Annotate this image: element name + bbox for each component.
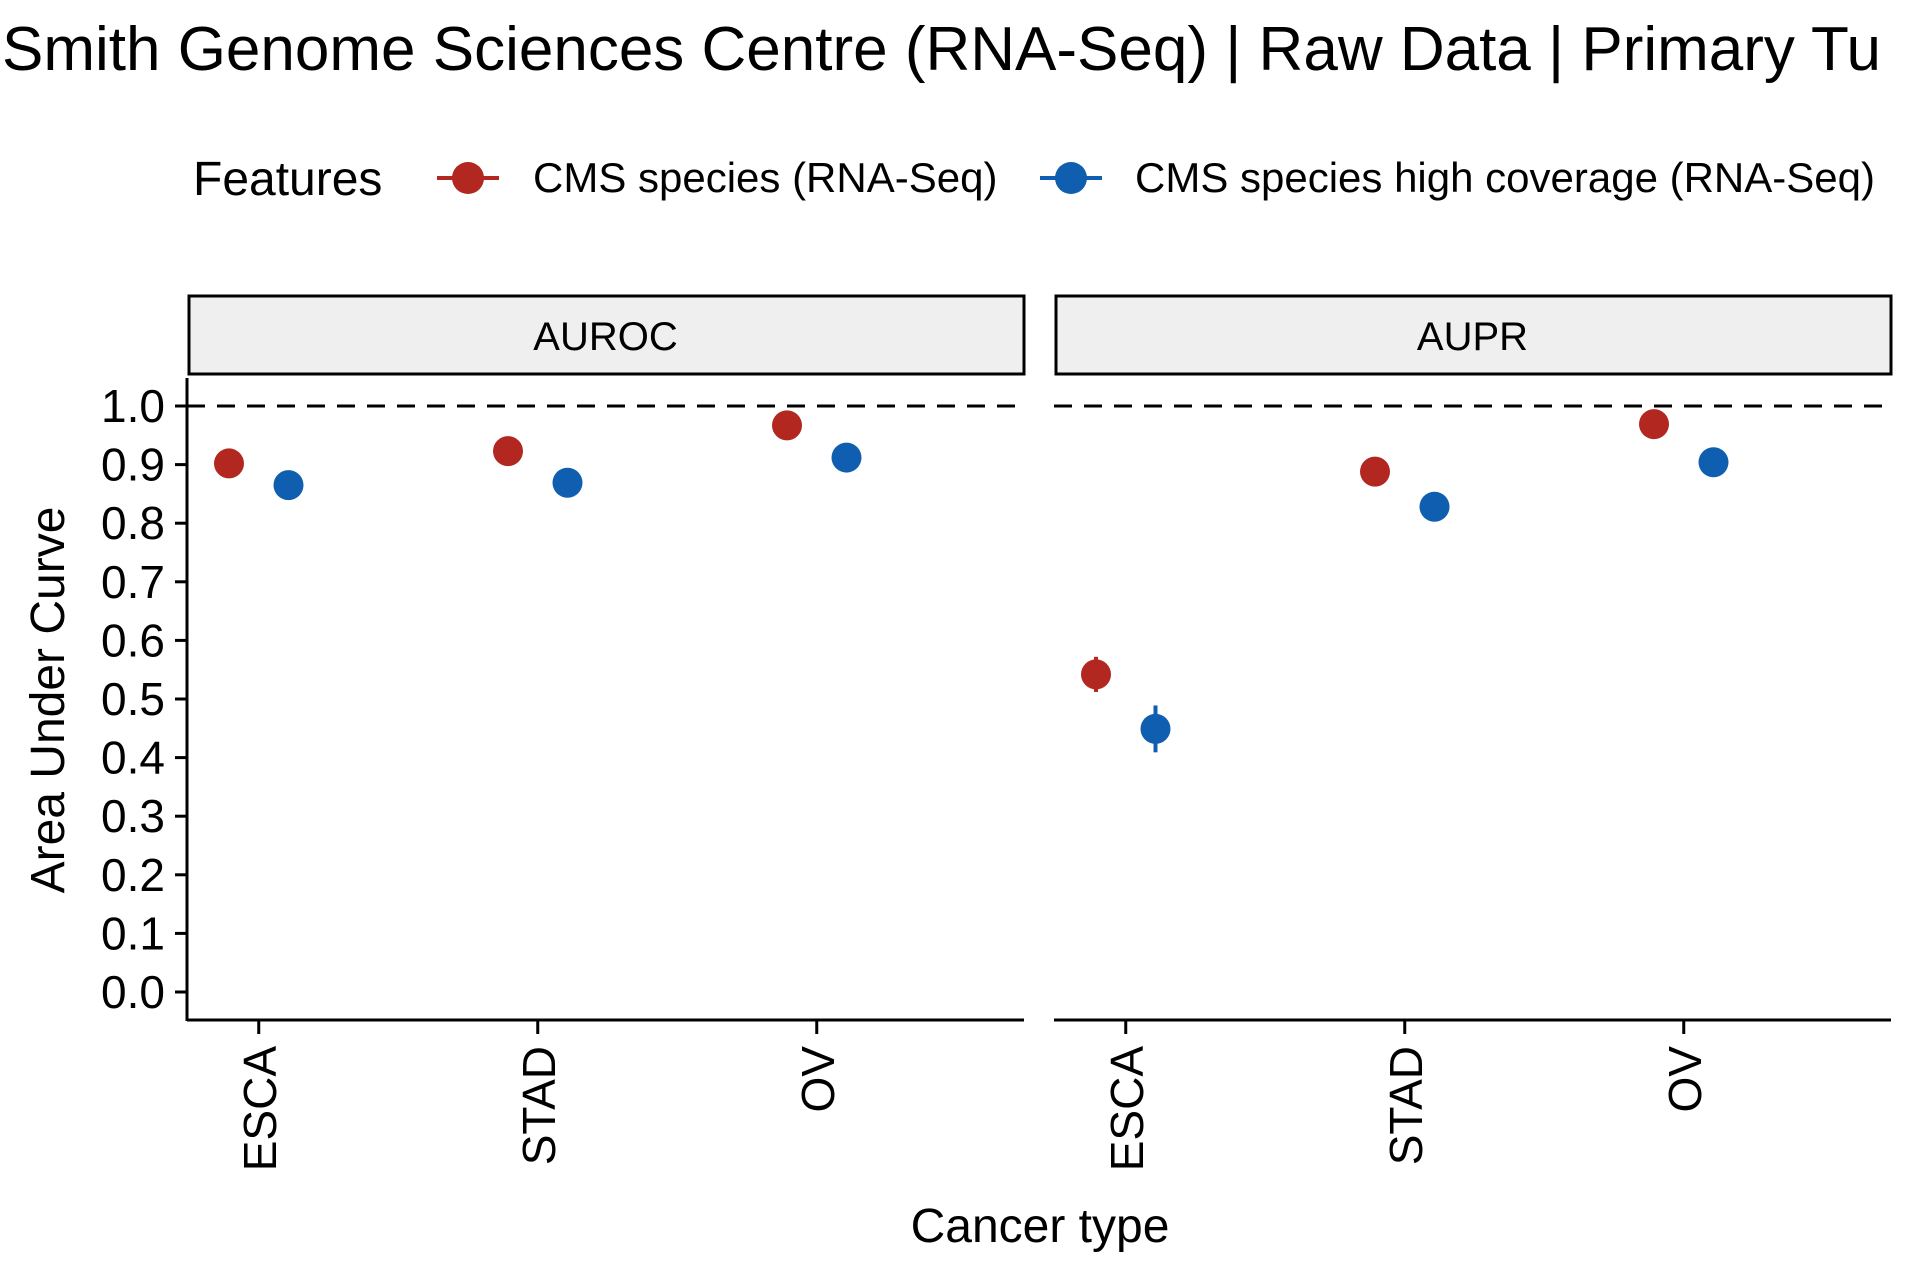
data-point (831, 442, 862, 473)
data-point (552, 467, 583, 498)
legend-key-dot (452, 162, 484, 194)
legend-item: CMS species (RNA-Seq) (437, 154, 997, 201)
y-tick-label: 0.3 (101, 790, 165, 842)
x-tick-label: STAD (1380, 1046, 1432, 1165)
x-axis-title: Cancer type (911, 1200, 1170, 1253)
y-tick-label: 1.0 (101, 380, 165, 432)
data-point (1698, 447, 1729, 478)
chart-title: Smith Genome Sciences Centre (RNA-Seq) |… (2, 15, 1881, 84)
data-point (1419, 491, 1450, 522)
x-tick-label: OV (792, 1046, 844, 1113)
facet-strip-label: AUPR (1417, 315, 1528, 359)
facet-strip-label: AUROC (533, 315, 677, 359)
y-axis-title: Area Under Curve (22, 507, 75, 894)
data-point (1639, 409, 1669, 440)
legend-title: Features (193, 153, 382, 206)
data-point (493, 436, 523, 467)
data-point (1081, 659, 1111, 690)
legend-label: CMS species (RNA-Seq) (533, 154, 997, 201)
y-tick-label: 0.7 (101, 556, 165, 608)
x-tick-label: OV (1659, 1046, 1711, 1113)
y-tick-label: 0.2 (101, 849, 165, 901)
y-tick-label: 0.5 (101, 673, 165, 725)
y-tick-label: 0.6 (101, 614, 165, 666)
legend-item: CMS species high coverage (RNA-Seq) (1040, 154, 1875, 201)
data-point (214, 448, 244, 479)
legend-label: CMS species high coverage (RNA-Seq) (1135, 154, 1875, 201)
x-tick-label: ESCA (234, 1046, 286, 1172)
y-tick-label: 0.8 (101, 497, 165, 549)
facet-strip (187, 294, 1026, 376)
data-point (273, 470, 304, 501)
y-tick-label: 0.0 (101, 966, 165, 1018)
legend: Features CMS species (RNA-Seq) CMS specie… (193, 153, 1875, 206)
x-tick-label: ESCA (1101, 1046, 1153, 1172)
y-tick-label: 0.1 (101, 907, 165, 959)
data-point (1360, 456, 1390, 487)
x-tick-label: STAD (513, 1046, 565, 1165)
facet-strip (1054, 294, 1893, 376)
y-tick-label: 0.9 (101, 439, 165, 491)
data-point (1140, 713, 1171, 744)
y-tick-label: 0.4 (101, 732, 165, 784)
panel-auroc: AUROC ESCA STAD OV 0.0 0.1 0.2 0.3 0.4 0.5 0.6 0.7 0… (101, 294, 1026, 1172)
panel-aupr: AUPR ESCA STAD OV (1054, 294, 1893, 1172)
legend-key-dot (1055, 162, 1087, 194)
data-point (772, 410, 802, 441)
